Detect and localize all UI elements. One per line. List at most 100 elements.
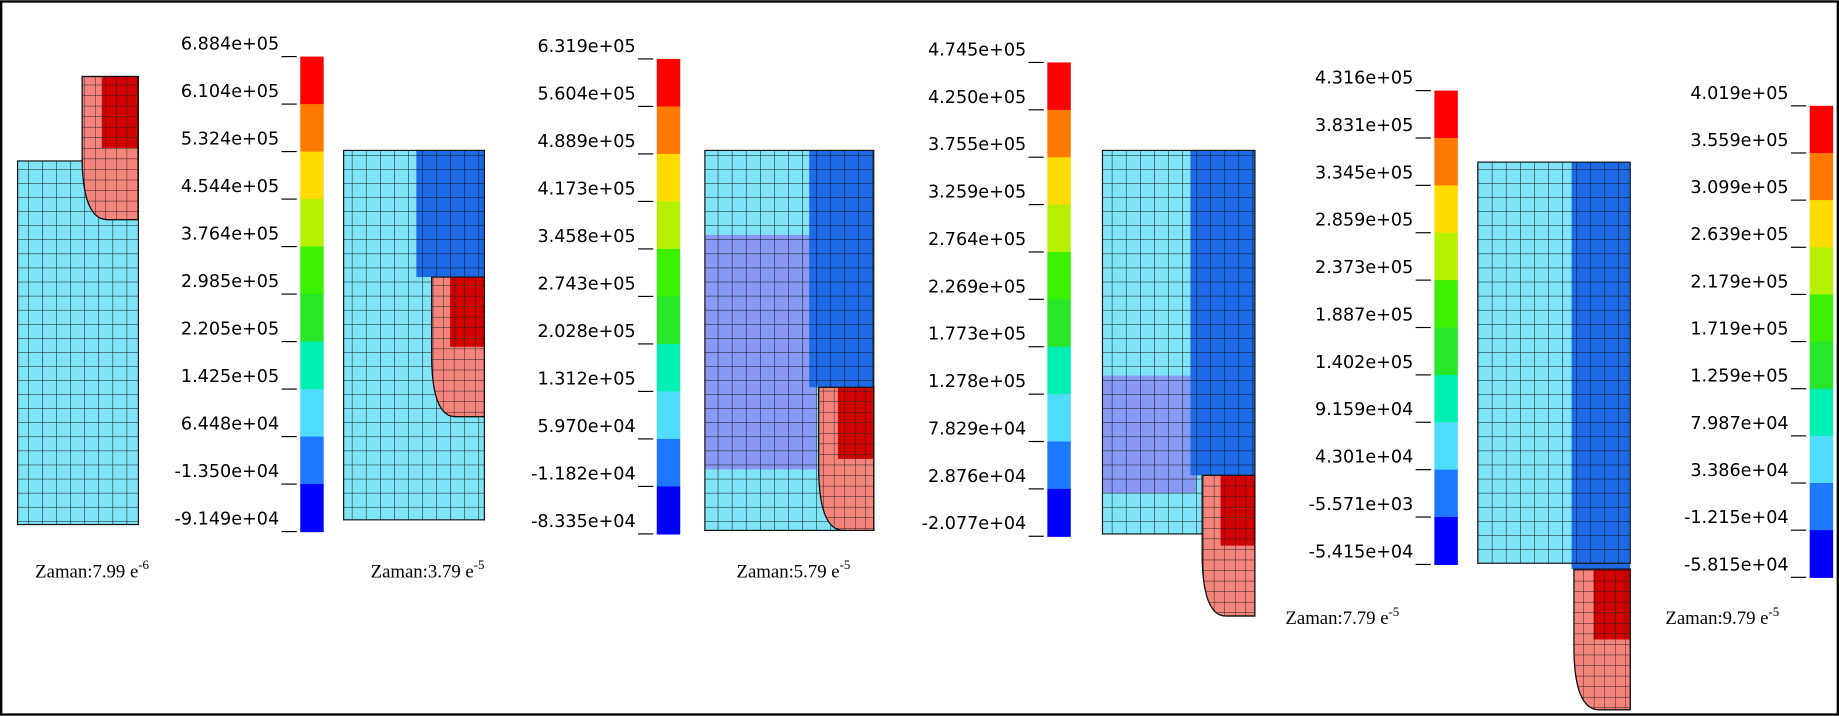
colorbar-label: -9.149e+04 [175,510,280,530]
colorbar-label: 3.831e+05 [1315,116,1413,136]
colorbar-label: 1.887e+05 [1315,305,1413,325]
caption-exponent: -5 [1389,605,1400,619]
colorbar-band [300,437,323,485]
colorbar-band [1434,328,1457,376]
colorbar-band [657,201,680,249]
colorbar-band [1810,153,1833,201]
colorbar-band [1047,347,1070,395]
colorbar-band [1047,299,1070,347]
colorbar-band [1047,157,1070,205]
colorbar-band [1434,422,1457,470]
colorbar-band [1810,106,1833,154]
caption-text: Zaman:7.79 e [1285,608,1388,629]
colorbar-label: 3.755e+05 [928,135,1026,155]
colorbar-label: 2.876e+04 [928,467,1026,487]
colorbar-label: 9.159e+04 [1315,400,1413,420]
colorbar-label: 1.425e+05 [181,367,279,387]
figure: 6.884e+05 6.104e+05 5.324e+05 4.544e+05 3.76… [0,0,1839,716]
colorbar-label: 2.205e+05 [181,320,279,340]
colorbar-band [1434,280,1457,328]
colorbar-band [1047,110,1070,158]
colorbar-band [300,484,323,532]
colorbar-label: 3.259e+05 [928,183,1026,203]
colorbar-label: 3.099e+05 [1690,178,1788,198]
colorbar-label: 2.373e+05 [1315,258,1413,278]
mesh-grid [1478,162,1630,563]
colorbar-label: -5.815e+04 [1684,555,1789,575]
caption-text: Zaman:3.79 e [371,561,474,582]
colorbar-band [657,391,680,439]
caption-exponent: -5 [474,558,485,572]
caption-text: Zaman:5.79 e [737,561,840,582]
colorbar-label: 3.345e+05 [1315,163,1413,183]
page: 6.884e+05 6.104e+05 5.324e+05 4.544e+05 3.76… [0,0,1839,716]
colorbar-band [1434,470,1457,518]
colorbar-band [300,152,323,200]
colorbar-band [657,59,680,107]
colorbar-band [300,342,323,390]
colorbar-label: 1.773e+05 [928,325,1026,345]
colorbar-label: -1.182e+04 [531,464,636,484]
colorbar-label: 2.639e+05 [1690,225,1788,245]
colorbar-band [300,199,323,247]
colorbar-label: -1.350e+04 [175,462,280,482]
colorbar-label: 4.019e+05 [1690,84,1788,104]
colorbar-label: 2.743e+05 [537,274,635,294]
colorbar-label: 2.859e+05 [1315,211,1413,231]
caption-exponent: -6 [138,558,149,572]
colorbar-band [1047,62,1070,110]
colorbar-label: 2.028e+05 [537,322,635,342]
colorbar-label: -1.215e+04 [1684,508,1789,528]
colorbar-label: 6.319e+05 [537,37,635,57]
colorbar-label: 5.604e+05 [537,84,635,104]
colorbar-label: 5.324e+05 [181,130,279,150]
colorbar-label: 1.312e+05 [537,369,635,389]
colorbar-band [1810,436,1833,484]
caption: Zaman:3.79 e-5 [371,558,485,582]
colorbar-band [657,154,680,202]
colorbar-band [1047,442,1070,490]
colorbar-band [1047,394,1070,442]
colorbar-label: 6.884e+05 [181,35,279,55]
colorbar-label: 4.301e+04 [1315,448,1413,468]
colorbar-label: 7.987e+04 [1690,414,1788,434]
colorbar-band [1434,91,1457,139]
colorbar-band [1810,483,1833,531]
colorbar-band [657,249,680,297]
colorbar-label: 3.458e+05 [537,227,635,247]
colorbar-label: 3.386e+04 [1690,461,1788,481]
colorbar-label: 1.259e+05 [1690,367,1788,387]
colorbar-band [1434,375,1457,423]
colorbar-label: 7.829e+04 [928,419,1026,439]
caption: Zaman:7.79 e-5 [1285,605,1399,629]
colorbar-band [1047,252,1070,300]
colorbar-band [1810,530,1833,578]
colorbar-band [1434,138,1457,186]
colorbar-label: 1.719e+05 [1690,320,1788,340]
colorbar-band [300,104,323,152]
caption-exponent: -5 [840,558,851,572]
colorbar-band [1047,489,1070,537]
caption-text: Zaman:9.79 e [1665,608,1768,629]
tool-grid [1574,569,1630,710]
colorbar-label: 3.764e+05 [181,225,279,245]
colorbar-label: 1.402e+05 [1315,353,1413,373]
colorbar-band [1810,247,1833,295]
tool-grid [82,77,138,220]
colorbar-band [1434,517,1457,565]
colorbar-band [1434,233,1457,281]
colorbar-label: 1.278e+05 [928,372,1026,392]
colorbar-band [657,106,680,154]
caption: Zaman:9.79 e-5 [1665,605,1779,629]
tool-grid [1202,475,1255,616]
colorbar-label: -8.335e+04 [531,512,636,532]
colorbar-band [657,344,680,392]
colorbar-label: 2.179e+05 [1690,272,1788,292]
colorbar-band [657,486,680,534]
colorbar-label: -5.415e+04 [1309,542,1414,562]
caption-exponent: -5 [1769,605,1780,619]
colorbar-label: 6.104e+05 [181,82,279,102]
colorbar-band [1434,185,1457,233]
colorbar-label: 4.544e+05 [181,177,279,197]
colorbar-band [300,389,323,437]
